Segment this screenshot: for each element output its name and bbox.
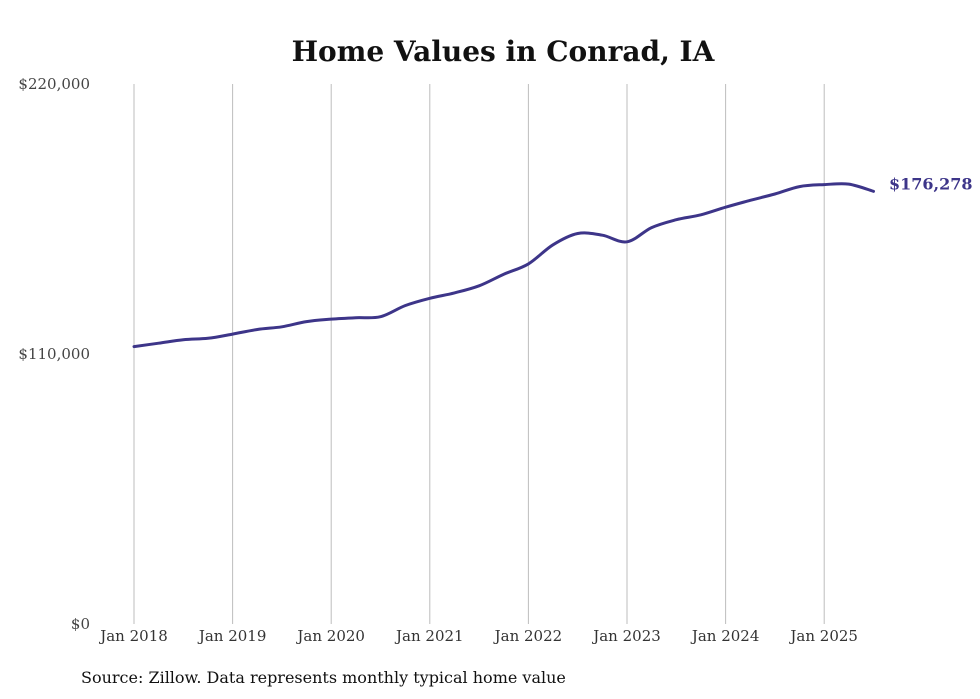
x-tick-label: Jan 2023 xyxy=(591,627,661,645)
x-tick-label: Jan 2020 xyxy=(295,627,365,645)
x-axis-ticks: Jan 2018 Jan 2019 Jan 2020 Jan 2021 Jan 2022… xyxy=(98,627,858,645)
x-tick-label: Jan 2019 xyxy=(197,627,267,645)
x-tick-label: Jan 2022 xyxy=(493,627,563,645)
home-value-line xyxy=(132,182,875,349)
x-tick-label: Jan 2018 xyxy=(98,627,168,645)
vertical-gridlines xyxy=(133,84,825,624)
y-tick-label: $0 xyxy=(71,615,90,633)
end-value-label: $176,278 xyxy=(889,174,973,193)
x-tick-label: Jan 2021 xyxy=(394,627,464,645)
y-tick-label: $220,000 xyxy=(18,75,90,93)
x-tick-label: Jan 2025 xyxy=(788,627,858,645)
y-axis-ticks: $0 $110,000 $220,000 xyxy=(18,75,90,633)
x-tick-label: Jan 2024 xyxy=(690,627,760,645)
chart-title: Home Values in Conrad, IA xyxy=(292,35,716,68)
y-tick-label: $110,000 xyxy=(18,345,90,363)
source-note: Source: Zillow. Data represents monthly … xyxy=(81,668,566,687)
